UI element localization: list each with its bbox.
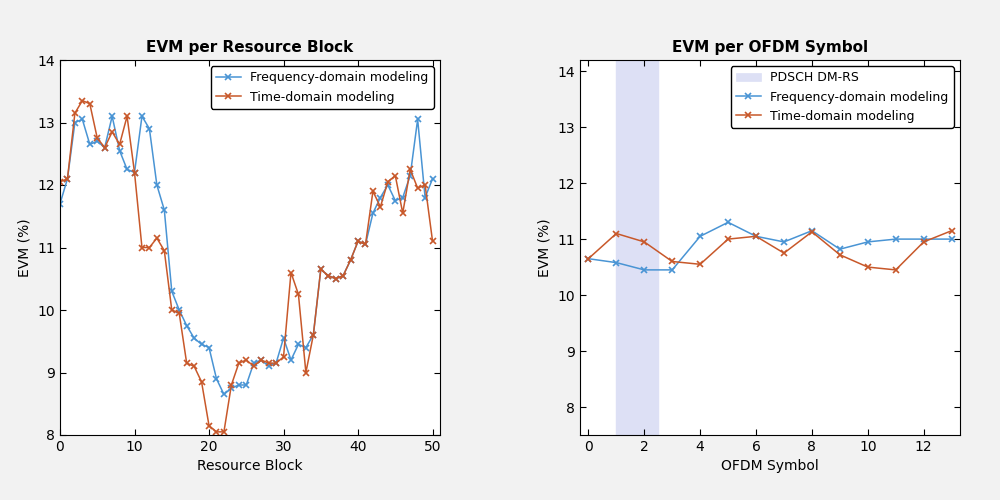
Time-domain modeling — [694, 262, 706, 268]
X-axis label: Resource Block: Resource Block — [197, 460, 303, 473]
Time-domain modeling — [143, 244, 155, 250]
Frequency-domain modeling — [181, 322, 193, 328]
Frequency-domain modeling — [806, 228, 818, 234]
Frequency-domain modeling — [427, 176, 439, 182]
Bar — [616, 60, 658, 435]
Frequency-domain modeling — [143, 126, 155, 132]
Frequency-domain modeling — [862, 239, 874, 245]
X-axis label: OFDM Symbol: OFDM Symbol — [721, 460, 819, 473]
Frequency-domain modeling — [173, 307, 185, 313]
Time-domain modeling — [806, 229, 818, 235]
Legend: PDSCH DM-RS, Frequency-domain modeling, Time-domain modeling: PDSCH DM-RS, Frequency-domain modeling, … — [730, 66, 954, 128]
Frequency-domain modeling — [582, 256, 594, 262]
Frequency-domain modeling — [638, 267, 650, 273]
Time-domain modeling — [427, 238, 439, 244]
Time-domain modeling — [862, 264, 874, 270]
Time-domain modeling — [918, 239, 930, 245]
Frequency-domain modeling — [918, 236, 930, 242]
Time-domain modeling — [582, 256, 594, 262]
Frequency-domain modeling — [722, 220, 734, 226]
Time-domain modeling — [722, 236, 734, 242]
Time-domain modeling — [419, 182, 431, 188]
Frequency-domain modeling — [946, 236, 958, 242]
Time-domain modeling — [666, 258, 678, 264]
Line: Frequency-domain modeling: Frequency-domain modeling — [57, 113, 436, 398]
Frequency-domain modeling — [750, 234, 762, 239]
Title: EVM per OFDM Symbol: EVM per OFDM Symbol — [672, 40, 868, 54]
Frequency-domain modeling — [610, 260, 622, 266]
Frequency-domain modeling — [778, 239, 790, 245]
Time-domain modeling — [315, 266, 327, 272]
Time-domain modeling — [173, 310, 185, 316]
Time-domain modeling — [834, 252, 846, 258]
Time-domain modeling — [610, 230, 622, 236]
Legend: Frequency-domain modeling, Time-domain modeling: Frequency-domain modeling, Time-domain m… — [210, 66, 434, 108]
Time-domain modeling — [76, 98, 88, 103]
Frequency-domain modeling — [218, 392, 230, 398]
Time-domain modeling — [778, 250, 790, 256]
Line: Time-domain modeling: Time-domain modeling — [585, 227, 955, 274]
Frequency-domain modeling — [890, 236, 902, 242]
Y-axis label: EVM (%): EVM (%) — [538, 218, 552, 277]
Frequency-domain modeling — [694, 234, 706, 239]
Time-domain modeling — [946, 228, 958, 234]
Frequency-domain modeling — [666, 267, 678, 273]
Frequency-domain modeling — [337, 272, 349, 278]
Frequency-domain modeling — [419, 194, 431, 200]
Time-domain modeling — [181, 360, 193, 366]
Line: Time-domain modeling: Time-domain modeling — [57, 97, 436, 436]
Frequency-domain modeling — [54, 200, 66, 207]
Time-domain modeling — [890, 267, 902, 273]
Line: Frequency-domain modeling: Frequency-domain modeling — [585, 219, 955, 274]
Time-domain modeling — [750, 234, 762, 239]
Time-domain modeling — [54, 179, 66, 185]
Time-domain modeling — [638, 239, 650, 245]
Frequency-domain modeling — [106, 113, 118, 119]
Frequency-domain modeling — [315, 266, 327, 272]
Frequency-domain modeling — [834, 246, 846, 252]
Time-domain modeling — [210, 429, 222, 435]
Y-axis label: EVM (%): EVM (%) — [18, 218, 32, 277]
Title: EVM per Resource Block: EVM per Resource Block — [146, 40, 354, 54]
Time-domain modeling — [337, 272, 349, 278]
